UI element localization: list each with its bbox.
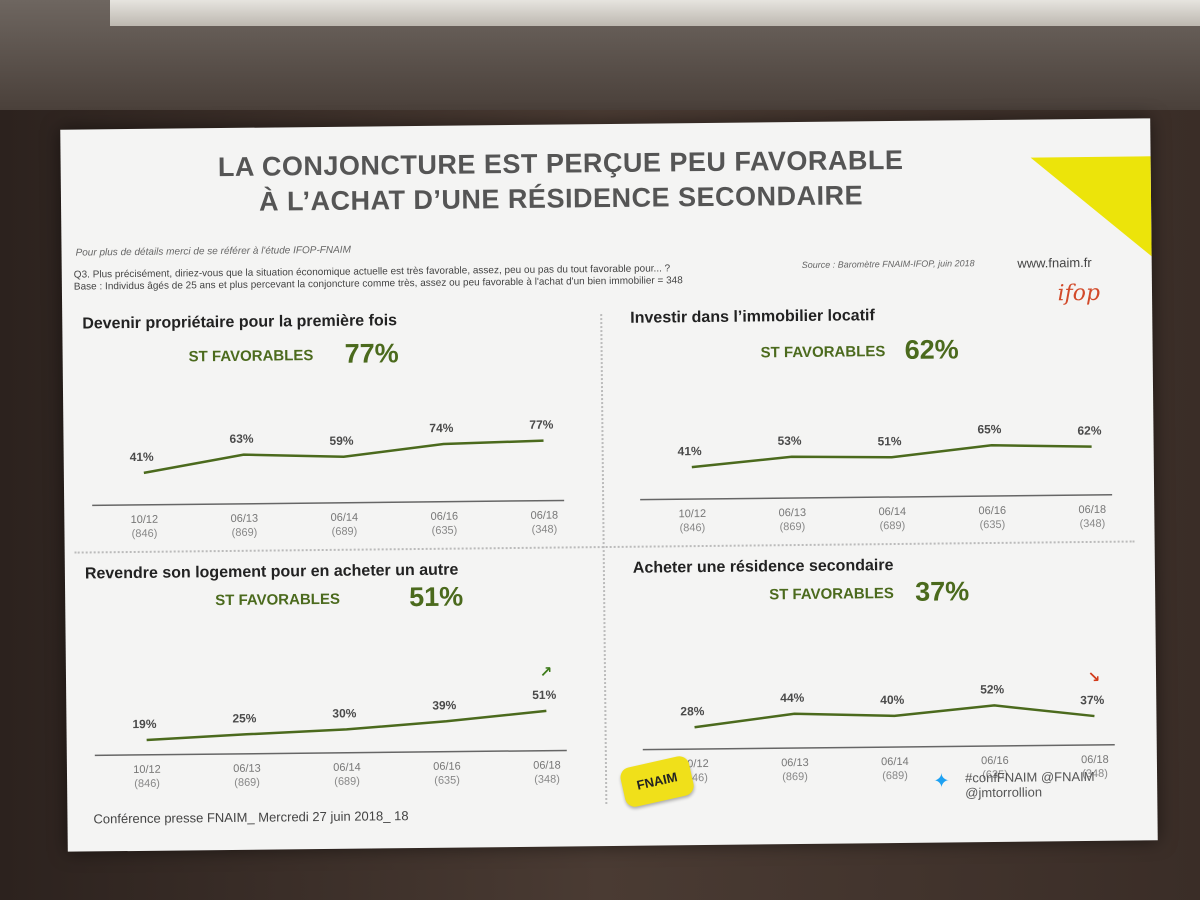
line-chart: 41% 10/12 (846) 63% 06/13 (869) 59% 06/14 (689) 7… xyxy=(92,418,565,540)
x-tick-base: (635) xyxy=(434,775,460,787)
series-line xyxy=(143,439,544,475)
series-line xyxy=(146,709,547,742)
data-label: 30% xyxy=(332,706,356,720)
panel-title: Investir dans l’immobilier locatif xyxy=(630,307,875,327)
question-text: Q3. Plus précisément, diriez-vous que la… xyxy=(74,260,1004,294)
st-favorables-value: 62% xyxy=(904,334,959,365)
x-tick-base: (846) xyxy=(134,778,160,790)
st-favorables-label: ST FAVORABLES xyxy=(188,347,314,366)
x-axis-line xyxy=(94,749,567,757)
x-tick-label: 10/12 xyxy=(678,508,706,520)
st-favorables-value: 77% xyxy=(344,338,399,369)
data-label: 41% xyxy=(678,444,702,458)
panel-revendre-logement: Revendre son logement pour en acheter un… xyxy=(65,560,587,805)
panel-title: Acheter une résidence secondaire xyxy=(632,557,894,577)
x-tick-base: (846) xyxy=(680,522,706,534)
series-line xyxy=(691,444,1092,469)
x-tick-base: (635) xyxy=(980,519,1006,531)
data-label: 25% xyxy=(232,711,256,725)
x-tick-base: (348) xyxy=(1080,518,1106,530)
x-tick-base: (869) xyxy=(782,771,808,783)
data-label: 53% xyxy=(777,434,801,448)
st-favorables-label: ST FAVORABLES xyxy=(760,343,886,362)
slide-title: LA CONJONCTURE EST PERÇUE PEU FAVORABLE … xyxy=(120,142,1001,221)
st-favorables-value: 37% xyxy=(914,576,970,607)
data-label: 28% xyxy=(680,704,704,718)
x-tick-base: (348) xyxy=(1082,768,1108,780)
trend-up-arrow-icon: ↗ xyxy=(540,663,553,681)
x-tick-label: 06/16 xyxy=(433,761,461,773)
data-label: 37% xyxy=(1080,693,1104,707)
data-label: 65% xyxy=(977,422,1001,436)
x-tick-base: (348) xyxy=(532,524,558,536)
x-tick-label: 06/13 xyxy=(231,513,259,525)
line-chart: 41% 10/12 (846) 53% 06/13 (869) 51% 06/14 (689) 6… xyxy=(640,422,1113,534)
x-tick-label: 06/16 xyxy=(430,511,458,523)
x-axis-line xyxy=(642,743,1115,751)
data-label: 19% xyxy=(132,717,156,731)
x-tick-base: (846) xyxy=(132,528,158,540)
x-tick-label: 06/13 xyxy=(233,763,261,775)
yellow-corner-accent xyxy=(1030,156,1152,258)
x-tick-label: 06/18 xyxy=(1078,504,1106,516)
x-tick-base: (689) xyxy=(882,770,908,782)
panel-investir-locatif: Investir dans l’immobilier locatif ST FA… xyxy=(610,305,1132,550)
x-tick-label: 06/18 xyxy=(530,510,558,522)
x-tick-label: 10/12 xyxy=(131,514,159,526)
x-axis-line xyxy=(92,499,565,507)
x-tick-base: (869) xyxy=(234,777,260,789)
details-note: Pour plus de détails merci de se référer… xyxy=(75,244,351,259)
x-tick-label: 06/18 xyxy=(1081,754,1109,766)
hashtags: #confFNAIM @FNAIM @jmtorrollion xyxy=(965,768,1095,801)
twitter-icon: ✦ xyxy=(933,770,951,793)
x-tick-label: 10/12 xyxy=(133,764,161,776)
x-tick-label: 06/14 xyxy=(333,762,361,774)
x-tick-base: (689) xyxy=(334,776,360,788)
x-tick-base: (689) xyxy=(332,526,358,538)
panel-devenir-proprietaire: Devenir propriétaire pour la première fo… xyxy=(62,310,584,555)
footer-text: Conférence presse FNAIM_ Mercredi 27 jui… xyxy=(93,808,409,827)
x-tick-base: (689) xyxy=(880,520,906,532)
st-favorables-value: 51% xyxy=(409,581,464,613)
line-chart: 19% 10/12 (846) 25% 06/13 (869) 30% 06/14 (689) 3… xyxy=(94,663,567,790)
website-link[interactable]: www.fnaim.fr xyxy=(1017,254,1092,271)
data-label: 52% xyxy=(980,682,1004,696)
trend-down-arrow-icon: ↘ xyxy=(1088,668,1101,686)
x-axis-line xyxy=(640,493,1113,501)
projector-rail xyxy=(110,0,1200,26)
data-label: 59% xyxy=(329,434,353,448)
x-tick-label: 06/18 xyxy=(533,760,561,772)
data-label: 40% xyxy=(880,693,904,707)
panel-title: Revendre son logement pour en acheter un… xyxy=(84,561,459,583)
series-line xyxy=(694,704,1095,729)
data-label: 63% xyxy=(229,432,253,446)
panel-title: Devenir propriétaire pour la première fo… xyxy=(82,312,398,333)
x-tick-base: (869) xyxy=(780,521,806,533)
x-tick-label: 06/16 xyxy=(981,755,1009,767)
x-tick-base: (869) xyxy=(232,527,258,539)
st-favorables-label: ST FAVORABLES xyxy=(215,590,341,610)
data-label: 39% xyxy=(432,698,456,712)
x-tick-label: 06/13 xyxy=(778,507,806,519)
data-label: 51% xyxy=(877,434,901,448)
x-tick-label: 06/14 xyxy=(881,756,909,768)
data-label: 41% xyxy=(130,450,154,464)
st-favorables-label: ST FAVORABLES xyxy=(769,585,894,604)
x-tick-label: 06/16 xyxy=(978,505,1006,517)
data-label: 77% xyxy=(529,418,553,432)
x-tick-base: (348) xyxy=(534,774,560,786)
data-label: 51% xyxy=(532,688,556,702)
x-tick-label: 06/14 xyxy=(878,506,906,518)
x-tick-base: (635) xyxy=(982,769,1008,781)
data-label: 62% xyxy=(1077,423,1101,437)
ifop-logo: ifop xyxy=(1057,280,1101,307)
projected-slide: LA CONJONCTURE EST PERÇUE PEU FAVORABLE … xyxy=(60,118,1158,852)
panel-residence-secondaire: Acheter une résidence secondaire ST FAVO… xyxy=(613,555,1135,800)
data-label: 74% xyxy=(429,421,453,435)
x-tick-label: 06/14 xyxy=(331,512,359,524)
x-tick-label: 06/13 xyxy=(781,757,809,769)
vertical-divider xyxy=(600,314,608,805)
x-tick-base: (635) xyxy=(432,525,458,537)
data-label: 44% xyxy=(780,691,804,705)
